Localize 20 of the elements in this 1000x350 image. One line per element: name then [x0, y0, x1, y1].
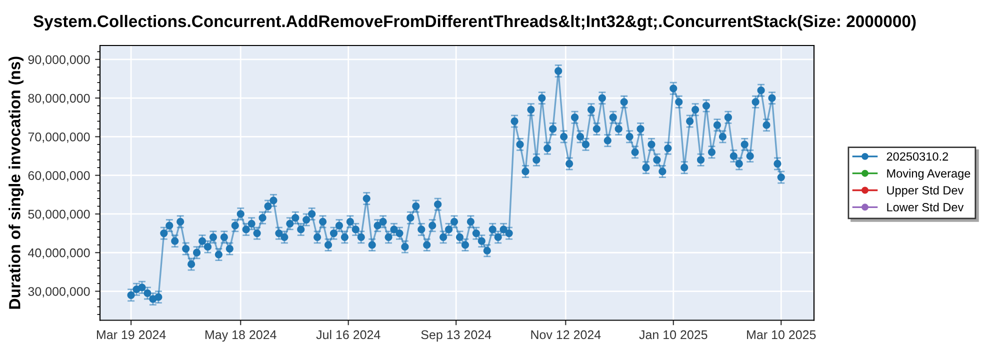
x-tick-label: Jul 16 2024	[316, 330, 380, 340]
legend-label: Upper Std Dev	[887, 186, 964, 197]
legend-label: 20250310.2	[886, 152, 948, 161]
chart-title: System.Collections.Concurrent.AddRemoveFromDifferentThreads&lt;Int32&gt;.ConcurrentStack(Size: 2000000)	[33, 14, 916, 31]
y-tick-label: 70,000,000	[28, 132, 90, 143]
y-tick-label: 30,000,000	[28, 287, 90, 298]
y-tick-label: 40,000,000	[28, 248, 90, 259]
y-tick-label: 60,000,000	[28, 171, 90, 182]
y-tick-label: 50,000,000	[28, 210, 90, 220]
x-tick-label: Mar 19 2024	[96, 330, 166, 340]
x-tick-label: May 18 2024	[206, 330, 276, 342]
x-tick-label: Mar 10 2025	[747, 330, 816, 340]
legend-label: Moving Average	[887, 168, 970, 180]
y-axis-title: Duration of single invocation (ns)	[8, 56, 24, 309]
legend-label: Lower Std Dev	[887, 202, 964, 212]
y-tick-label: 90,000,000	[28, 55, 90, 66]
x-tick-label: Nov 12 2024	[531, 330, 601, 340]
x-tick-label: Jan 10 2025	[639, 330, 708, 340]
y-tick-label: 80,000,000	[28, 94, 90, 104]
x-tick-label: Sep 13 2024	[421, 330, 492, 342]
